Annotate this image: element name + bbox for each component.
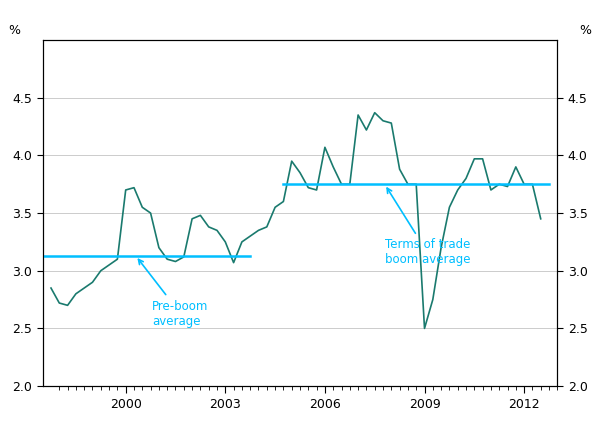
Text: Terms of trade
boom average: Terms of trade boom average [385, 188, 470, 266]
Text: Pre-boom
average: Pre-boom average [139, 260, 209, 327]
Text: %: % [8, 24, 20, 37]
Text: %: % [580, 24, 592, 37]
